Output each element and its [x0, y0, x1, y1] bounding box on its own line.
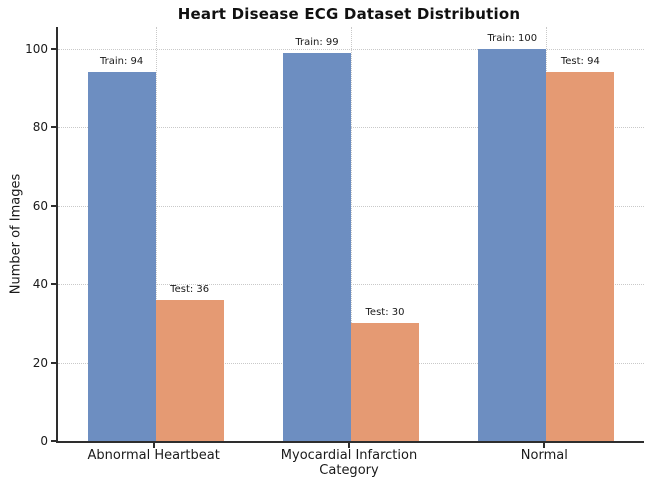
category-tick-label: Normal: [520, 448, 568, 463]
y-axis-label-text: Number of Images: [8, 173, 24, 295]
y-tick-mark: [51, 204, 56, 207]
y-tick-label: 60: [32, 198, 48, 213]
y-tick-label: 0: [40, 434, 48, 448]
bar-value-label: Test: 36: [170, 283, 210, 295]
x-gridline: [155, 27, 157, 441]
x-tick-mark: [543, 443, 546, 448]
bar-value-label: Train: 94: [100, 56, 144, 68]
category-tick-label: Abnormal Heartbeat: [87, 448, 220, 463]
bar-train-abnormal-heartbeat: [87, 72, 156, 441]
y-tick-mark: [51, 126, 56, 129]
y-tick-label: 80: [32, 120, 48, 135]
chart-title: Heart Disease ECG Dataset Distribution: [177, 5, 521, 23]
y-tick-label: 40: [32, 277, 48, 292]
bar-train-myocardial-infarction: [283, 52, 351, 441]
bar-train-normal: [478, 48, 547, 441]
y-tick-label: 100: [25, 41, 48, 56]
x-tick-mark: [152, 443, 155, 448]
y-tick-mark: [51, 283, 56, 286]
plot-area: Train: 94 Test: 36 Train: 99 Test: 30 Train:…: [56, 27, 644, 443]
y-tick-mark: [51, 440, 56, 442]
bar-value-label: Test: 30: [365, 307, 405, 319]
x-axis-label: Category: [319, 463, 379, 478]
bar-test-normal: [546, 72, 615, 441]
bar-test-myocardial-infarction: [351, 323, 419, 441]
bar-test-abnormal-heartbeat: [155, 299, 224, 441]
x-tick-mark: [348, 443, 350, 448]
bar-value-label: Test: 94: [560, 56, 600, 68]
bar-value-label: Train: 100: [487, 32, 538, 44]
category-tick-label: Myocardial Infarction: [280, 448, 418, 463]
y-tick-label: 20: [32, 355, 48, 370]
bar-value-label: Train: 99: [295, 36, 339, 48]
x-gridline: [351, 27, 352, 441]
y-tick-mark: [51, 47, 56, 50]
y-tick-mark: [51, 361, 56, 364]
